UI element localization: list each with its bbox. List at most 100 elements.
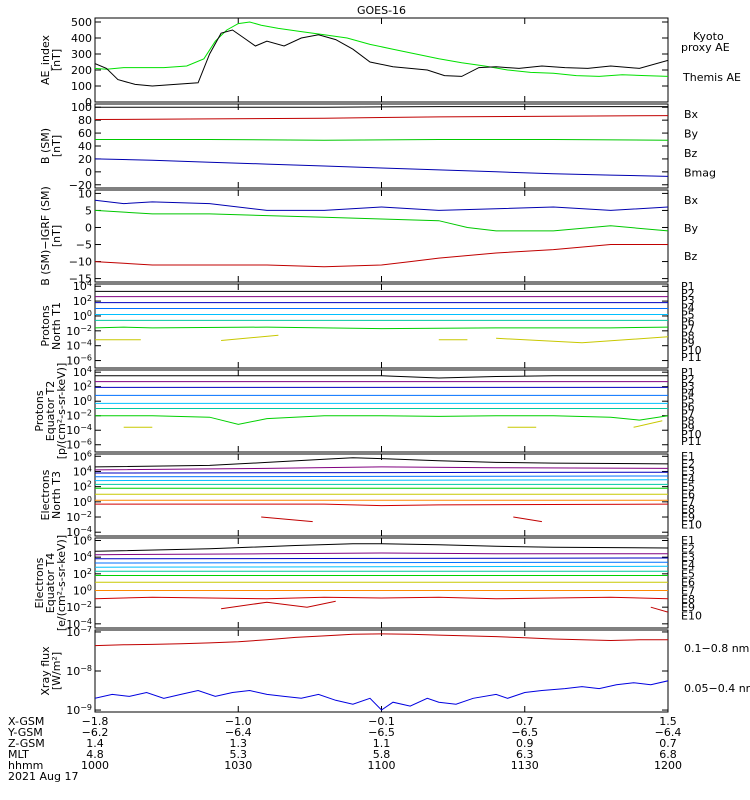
x-axis-value: 4.8	[86, 748, 104, 761]
y-axis-label: [nT]	[50, 225, 63, 247]
y-tick-label: 100	[73, 394, 92, 408]
y-tick-label: 5	[85, 204, 92, 217]
panel-3: −15 −10 −5 0 5 10 B (SM)−IGRF (SM)[nT] Bx By Bz	[39, 186, 699, 286]
panel-frame	[94, 537, 669, 629]
panel-frame	[94, 369, 669, 453]
series-line	[95, 139, 668, 141]
x-axis-row-label: MLT	[8, 748, 29, 761]
series-line	[95, 21, 668, 77]
y-axis-label: B (SM)−IGRF (SM)	[39, 186, 52, 286]
y-tick-label: 0	[85, 221, 92, 234]
y-tick-label: −20	[69, 179, 92, 192]
x-axis-value: −6.2	[82, 726, 109, 739]
x-axis-value: 0.7	[516, 715, 534, 728]
legend-label: E8	[681, 503, 695, 516]
legend-label: P3	[681, 294, 695, 307]
series-line	[95, 565, 668, 568]
y-tick-label: 102	[73, 294, 92, 308]
series-line	[95, 326, 668, 330]
legend-label: P1	[681, 280, 695, 293]
x-axis-value: −6.5	[511, 726, 538, 739]
series-segment	[261, 516, 313, 523]
x-axis-value: 1.3	[230, 737, 248, 750]
legend-label: P9	[681, 337, 695, 350]
footer-date: 2021 Aug 17	[8, 770, 78, 783]
legend-label: P11	[681, 435, 702, 448]
legend-label: E2	[681, 542, 695, 555]
y-tick-label: 40	[78, 140, 92, 153]
y-tick-label: 10	[78, 187, 92, 200]
legend-label: P8	[681, 330, 695, 343]
x-axis-value: 1200	[654, 759, 682, 772]
legend-label: E5	[681, 480, 695, 493]
legend-label: By	[684, 222, 699, 235]
series-segment	[633, 420, 663, 428]
y-tick-label: 10−6	[66, 438, 92, 452]
x-axis-value: −6.5	[368, 726, 395, 739]
y-axis-label: [p/(cm²-s-sr-keV)]	[55, 363, 68, 460]
series-line	[95, 471, 668, 474]
panel-frame	[94, 453, 669, 537]
y-tick-label: 10−2	[66, 409, 92, 423]
y-tick-label: 100	[73, 584, 92, 598]
legend-label: E9	[681, 511, 695, 524]
y-tick-label: 102	[73, 380, 92, 394]
legend-label: Bz	[684, 147, 698, 160]
y-axis-label: Protons	[33, 390, 46, 431]
series-line	[95, 209, 668, 232]
y-tick-label: 200	[71, 64, 92, 77]
y-tick-label: 10−7	[66, 625, 92, 639]
x-axis-value: 6.3	[516, 748, 534, 761]
y-tick-label: 100	[73, 309, 92, 323]
series-line	[95, 106, 668, 108]
y-tick-label: 0	[85, 166, 92, 179]
series-segment	[221, 600, 336, 610]
y-tick-label: 10−2	[66, 324, 92, 338]
legend-label: P10	[681, 428, 702, 441]
y-axis-label: Protons	[39, 305, 52, 346]
y-axis-label: [e/(cm²-s-sr-keV)]	[55, 535, 68, 631]
y-axis-label: B (SM)	[39, 128, 52, 164]
legend-label: 0.1−0.8 nm	[684, 642, 749, 655]
legend-label: P2	[681, 373, 695, 386]
y-tick-label: 60	[78, 127, 92, 140]
x-axis-value: −1.8	[82, 715, 109, 728]
series-line	[95, 633, 668, 647]
x-axis-value: 1000	[81, 759, 109, 772]
y-axis-label: North T1	[50, 302, 63, 350]
y-tick-label: −5	[76, 239, 92, 252]
x-axis-row-label: X-GSM	[8, 715, 44, 728]
y-tick-label: 10−9	[66, 703, 92, 717]
series-line	[95, 415, 668, 425]
legend-label: E9	[681, 601, 695, 614]
legend-label: E1	[681, 450, 695, 463]
y-axis-label: [nT]	[50, 135, 63, 157]
y-axis-label: Equator T2	[44, 381, 57, 441]
x-axis-value: 1.1	[373, 737, 391, 750]
x-axis-value: −1.0	[225, 715, 252, 728]
x-axis-value: −0.1	[368, 715, 395, 728]
legend-label: 0.05−0.4 nm	[684, 682, 750, 695]
legend-label: P4	[681, 301, 695, 314]
legend-label: P5	[681, 394, 695, 407]
y-axis-label: AE_index	[39, 34, 52, 85]
series-line	[95, 115, 668, 120]
legend-label: E7	[681, 584, 695, 597]
y-tick-label: 10−4	[66, 423, 92, 437]
legend-label: P9	[681, 421, 695, 434]
legend-label: E10	[681, 518, 702, 531]
series-line	[95, 457, 668, 468]
legend-label: E2	[681, 458, 695, 471]
panel-frame	[94, 189, 669, 283]
legend-label: P7	[681, 407, 695, 420]
x-axis-value: −6.4	[225, 726, 252, 739]
y-tick-label: 106	[73, 534, 92, 548]
legend-label: P5	[681, 308, 695, 321]
y-tick-label: 106	[73, 449, 92, 463]
legend-label: Themis AE	[682, 71, 741, 84]
legend-label: P6	[681, 315, 695, 328]
y-tick-label: 102	[73, 480, 92, 494]
legend-label: proxy AE	[681, 41, 730, 54]
